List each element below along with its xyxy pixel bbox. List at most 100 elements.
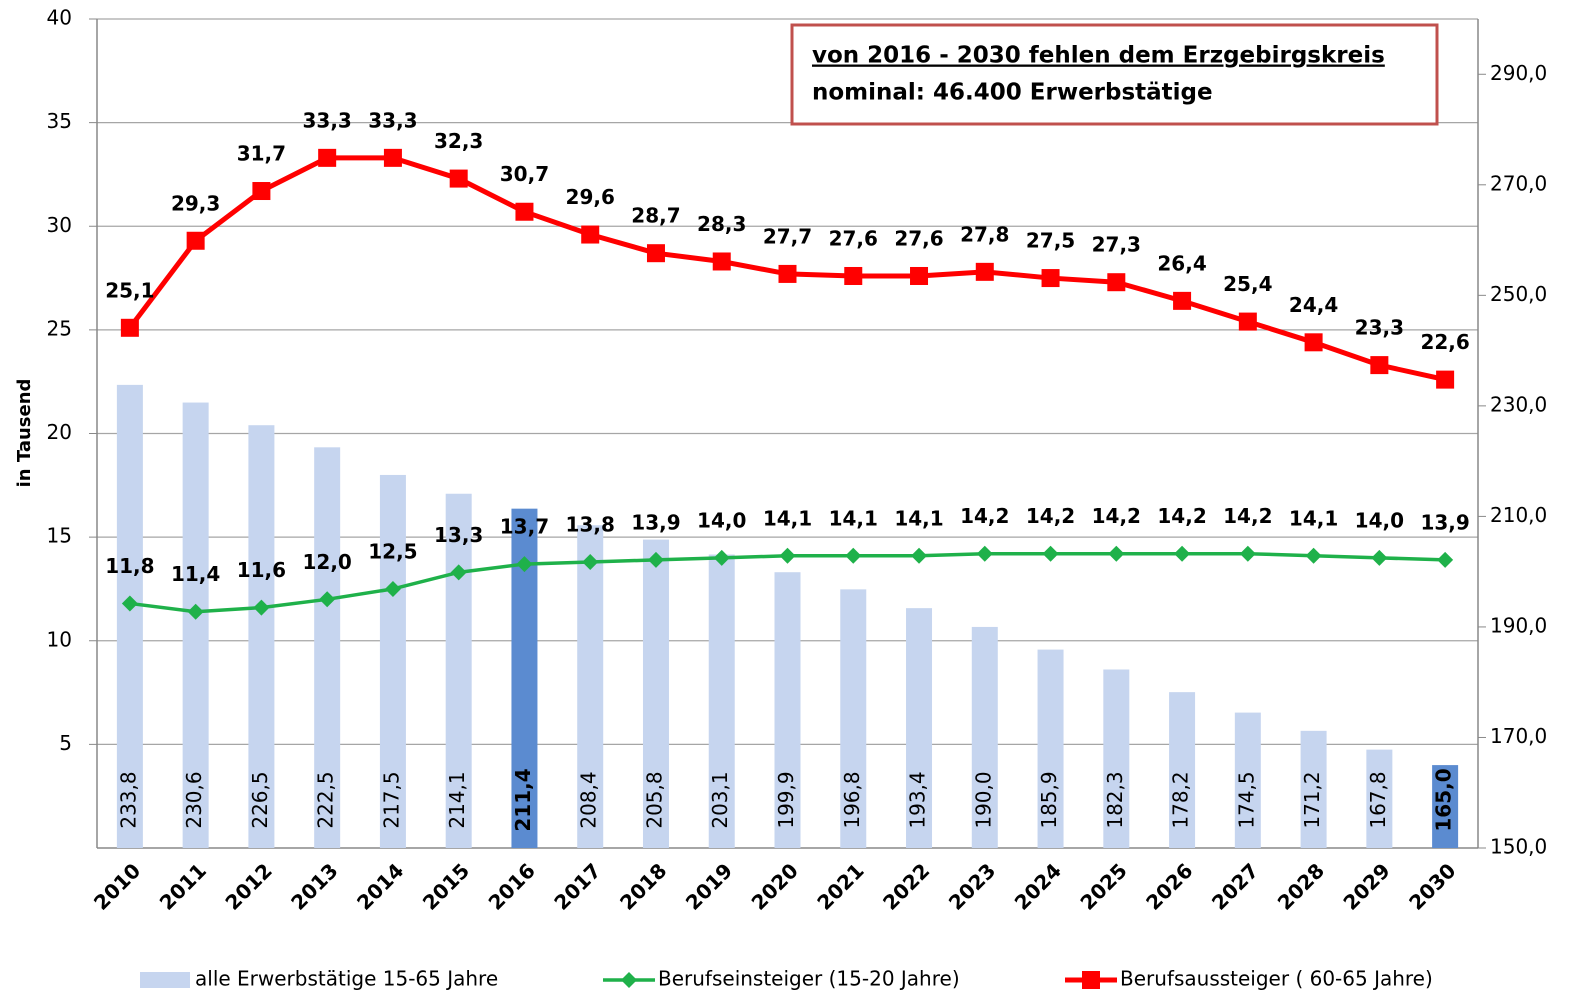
marker	[976, 545, 993, 562]
marker	[911, 547, 928, 564]
bar-value-label: 171,2	[1300, 771, 1324, 828]
marker	[450, 564, 467, 581]
bars	[116, 384, 1459, 848]
bar	[1234, 712, 1261, 848]
value-label: 30,7	[500, 162, 549, 186]
value-label: 13,9	[1420, 510, 1469, 534]
bar	[906, 608, 933, 848]
legend-label: alle Erwerbstätige 15-65 Jahre	[195, 967, 498, 991]
marker	[1370, 356, 1389, 375]
x-tick-label: 2027	[1207, 858, 1263, 914]
marker	[910, 266, 929, 285]
marker	[647, 551, 664, 568]
legend-label: Berufseinsteiger (15-20 Jahre)	[658, 967, 960, 991]
value-label: 14,1	[763, 506, 812, 530]
marker	[1239, 545, 1256, 562]
bar	[182, 402, 209, 848]
value-label: 33,3	[302, 108, 351, 132]
x-tick-label: 2021	[812, 858, 868, 914]
bar	[445, 493, 472, 848]
value-label: 12,5	[368, 539, 417, 563]
bar-value-label: 222,5	[314, 771, 338, 828]
x-tick-label: 2023	[944, 858, 1000, 914]
marker	[1238, 312, 1257, 331]
y-tick-label: 20	[47, 420, 72, 444]
value-label: 14,2	[1026, 504, 1075, 528]
bar-value-label: 211,4	[511, 768, 535, 831]
bar	[1169, 692, 1196, 848]
bar	[708, 554, 735, 848]
marker	[1107, 273, 1126, 292]
marker	[779, 547, 796, 564]
value-label: 14,0	[697, 508, 746, 532]
value-label: 31,7	[237, 142, 286, 166]
marker	[449, 169, 468, 188]
bar	[642, 539, 669, 848]
marker	[778, 264, 797, 283]
x-tick-label: 2025	[1075, 858, 1131, 914]
lines	[120, 148, 1455, 620]
bar-value-label: 203,1	[708, 771, 732, 828]
y2-tick-label: 210,0	[1490, 503, 1547, 527]
marker	[844, 266, 863, 285]
bar-value-label: 196,8	[840, 771, 864, 828]
value-label: 27,8	[960, 222, 1009, 246]
marker	[712, 252, 731, 271]
bar-value-label: 208,4	[577, 771, 601, 828]
y-tick-label: 40	[47, 6, 72, 30]
y2-tick-label: 230,0	[1490, 392, 1547, 416]
marker	[318, 148, 337, 167]
bar-value-label: 178,2	[1169, 771, 1193, 828]
y-tick-label: 15	[47, 524, 72, 548]
y2-tick-label: 270,0	[1490, 171, 1547, 195]
marker	[1436, 370, 1455, 389]
legend-marker	[621, 972, 637, 988]
value-label: 14,0	[1355, 508, 1404, 532]
value-label: 27,6	[894, 226, 943, 250]
bar-value-label: 190,0	[971, 771, 995, 828]
bar-value-label: 167,8	[1366, 771, 1390, 828]
annotation-line: von 2016 - 2030 fehlen dem Erzgebirgskre…	[812, 43, 1385, 69]
value-label: 13,7	[500, 515, 549, 539]
value-label: 11,4	[171, 562, 220, 586]
bar	[116, 384, 143, 848]
value-label: 23,3	[1355, 316, 1404, 340]
value-label: 28,3	[697, 212, 746, 236]
bar	[1300, 730, 1327, 848]
annotation-box	[790, 23, 1439, 126]
x-tick-label: 2014	[352, 858, 408, 914]
value-label: 14,1	[894, 506, 943, 530]
bar-value-label: 174,5	[1234, 771, 1258, 828]
y-tick-label: 35	[47, 109, 72, 133]
bar-value-label: 217,5	[379, 771, 403, 828]
value-label: 14,1	[1289, 506, 1338, 530]
bar	[1366, 749, 1393, 848]
value-label: 27,5	[1026, 229, 1075, 253]
marker	[713, 549, 730, 566]
value-label: 29,6	[566, 185, 615, 209]
value-label: 27,7	[763, 224, 812, 248]
legend-label: Berufsaussteiger ( 60-65 Jahre)	[1120, 967, 1433, 991]
x-tick-label: 2010	[89, 858, 145, 914]
marker	[646, 244, 665, 263]
x-tick-label: 2019	[681, 858, 737, 914]
bar-value-label: 185,9	[1037, 771, 1061, 828]
value-label: 24,4	[1289, 293, 1338, 317]
bar-value-label: 230,6	[182, 771, 206, 828]
y2-tick-label: 250,0	[1490, 282, 1547, 306]
bar-value-label: 199,9	[774, 771, 798, 828]
value-label: 27,3	[1092, 233, 1141, 257]
value-label: 13,3	[434, 523, 483, 547]
value-label: 14,2	[1092, 504, 1141, 528]
marker	[516, 556, 533, 573]
x-tick-label: 2020	[747, 858, 803, 914]
value-label: 14,2	[960, 504, 1009, 528]
x-tick-label: 2016	[484, 858, 540, 914]
marker	[1371, 549, 1388, 566]
bar	[577, 525, 604, 848]
y-axis-label: in Tausend	[14, 379, 35, 488]
bar-value-label: 182,3	[1103, 771, 1127, 828]
bar-value-label: 226,5	[248, 771, 272, 828]
y2-tick-label: 190,0	[1490, 613, 1547, 637]
